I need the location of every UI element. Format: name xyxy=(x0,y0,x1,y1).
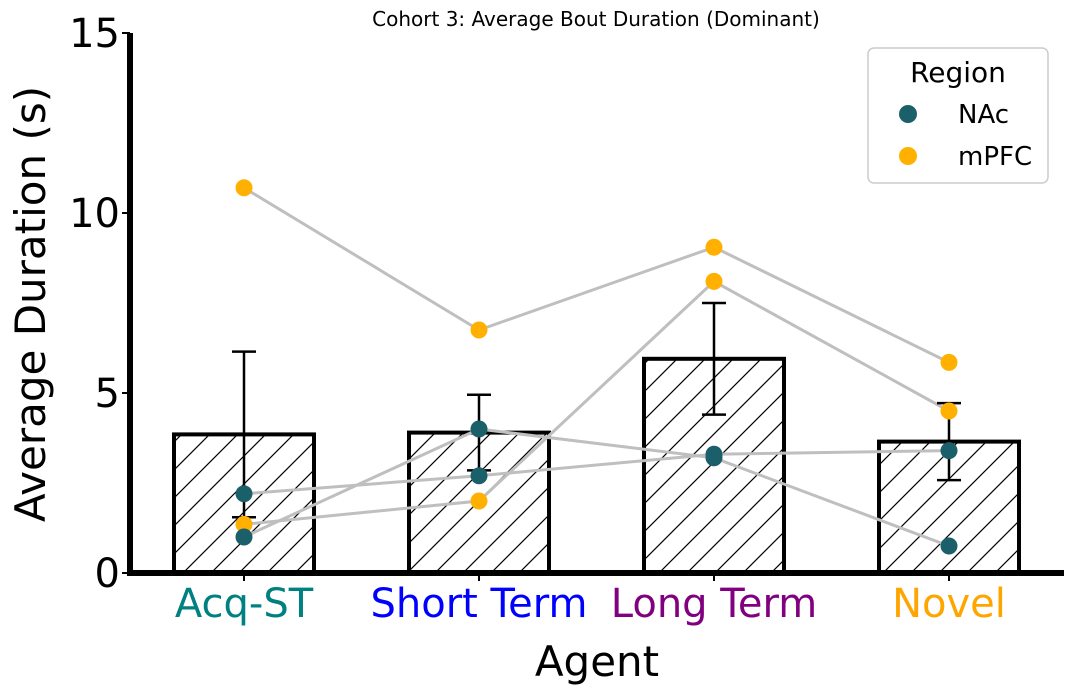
x-tick-label: Novel xyxy=(892,581,1006,627)
chart-title: Cohort 3: Average Bout Duration (Dominan… xyxy=(372,7,820,31)
data-point-nac xyxy=(705,445,723,463)
data-point-mpfc xyxy=(705,272,723,290)
data-point-mpfc xyxy=(940,402,958,420)
data-point-nac xyxy=(470,420,488,438)
legend-label-mpfc: mPFC xyxy=(958,142,1032,172)
data-point-nac xyxy=(940,442,958,460)
data-point-mpfc xyxy=(470,321,488,339)
legend-title: Region xyxy=(910,56,1006,89)
subject-line-2 xyxy=(243,279,950,526)
subject-line-4 xyxy=(243,449,950,496)
data-point-mpfc xyxy=(940,353,958,371)
data-point-mpfc xyxy=(705,238,723,256)
y-tick-label: 15 xyxy=(69,11,120,57)
x-tick-label: Long Term xyxy=(611,581,817,627)
y-tick-label: 5 xyxy=(95,371,120,417)
axes-layer: 0 5 10 15 Acq-ST Short Term Long Term Novel xyxy=(69,11,1064,627)
data-point-mpfc xyxy=(235,515,253,533)
legend: Region NAc mPFC xyxy=(867,47,1049,184)
x-tick-label: Short Term xyxy=(370,581,587,627)
data-point-nac xyxy=(235,485,253,503)
data-point-nac xyxy=(940,537,958,555)
error-bar-3 xyxy=(702,301,726,416)
legend-marker-mpfc xyxy=(899,147,917,165)
data-point-nac xyxy=(470,467,488,485)
data-point-mpfc xyxy=(235,179,253,197)
subject-line-3 xyxy=(243,427,950,548)
y-tick-label: 10 xyxy=(69,191,120,237)
legend-marker-nac xyxy=(899,105,917,123)
data-point-mpfc xyxy=(470,492,488,510)
x-axis-label: Agent xyxy=(535,637,659,686)
y-tick-label: 0 xyxy=(95,551,120,597)
legend-label-nac: NAc xyxy=(958,100,1009,130)
y-axis-label: Average Duration (s) xyxy=(6,86,55,522)
connector-lines-layer xyxy=(243,186,950,548)
data-point-nac xyxy=(235,528,253,546)
points-layer xyxy=(235,179,958,555)
x-tick-label: Acq-ST xyxy=(175,581,314,627)
subject-line-1 xyxy=(243,186,950,364)
